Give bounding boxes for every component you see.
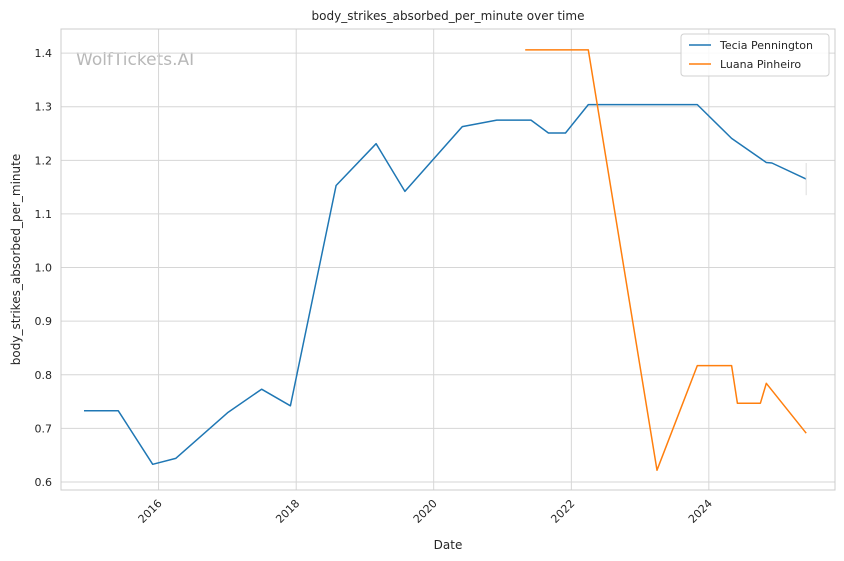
y-tick-label: 0.9 xyxy=(35,315,53,328)
y-tick-label: 0.6 xyxy=(35,476,53,489)
series-line-luana-pinheiro xyxy=(525,49,807,471)
watermark: WolfTickets.AI xyxy=(76,50,194,70)
legend: Tecia Pennington Luana Pinheiro xyxy=(680,33,830,77)
y-tick-label: 0.8 xyxy=(35,369,53,382)
grid xyxy=(61,29,835,490)
series-lines xyxy=(84,49,807,471)
plot-area-frame xyxy=(60,28,836,491)
series-line-tecia-pennington xyxy=(84,103,807,466)
x-tick-label: 2018 xyxy=(273,497,302,526)
y-tick-label: 1.0 xyxy=(35,262,53,275)
legend-entry: Luana Pinheiro xyxy=(720,58,801,71)
x-tick-label: 2020 xyxy=(411,497,440,526)
chart-title: body_strikes_absorbed_per_minute over ti… xyxy=(312,9,585,23)
y-tick-label: 1.2 xyxy=(35,154,53,167)
x-tick-label: 2022 xyxy=(548,497,577,526)
x-axis-title: Date xyxy=(434,538,463,552)
legend-entry: Tecia Pennington xyxy=(719,39,813,52)
y-tick-label: 0.7 xyxy=(35,422,53,435)
y-tick-label: 1.3 xyxy=(35,101,53,114)
y-axis-title: body_strikes_absorbed_per_minute xyxy=(9,154,23,365)
y-tick-label: 1.4 xyxy=(35,47,53,60)
legend-box xyxy=(680,33,830,77)
x-axis: 2016 2018 2020 2022 2024 xyxy=(136,497,715,526)
x-tick-label: 2016 xyxy=(136,497,165,526)
y-tick-label: 1.1 xyxy=(35,208,53,221)
y-axis: 0.6 0.7 0.8 0.9 1.0 1.1 1.2 1.3 1.4 xyxy=(35,47,53,489)
x-tick-label: 2024 xyxy=(686,497,715,526)
